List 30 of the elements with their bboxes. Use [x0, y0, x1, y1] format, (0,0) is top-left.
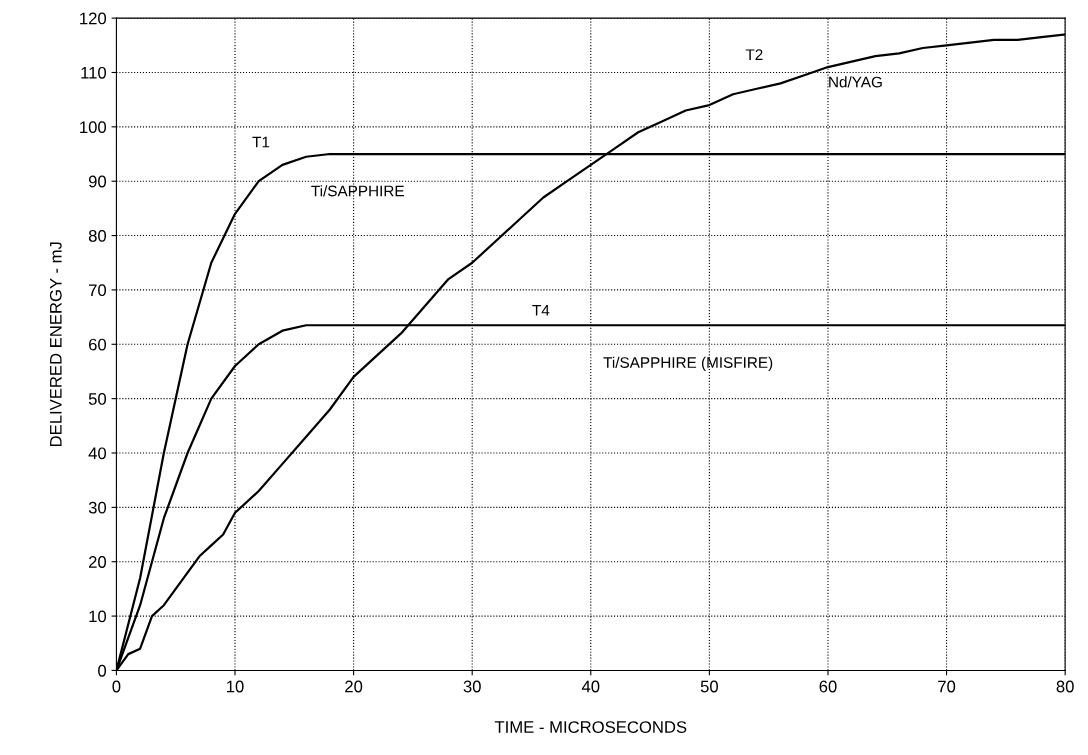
- annotation: T4: [532, 305, 550, 316]
- annotation: T1: [252, 136, 270, 148]
- y-tick-label: 70: [89, 284, 107, 297]
- x-axis-title: TIME - MICROSECONDS: [494, 721, 687, 733]
- x-tick-label: 10: [227, 680, 244, 693]
- y-tick-label: 20: [89, 556, 107, 568]
- y-tick-label: 30: [88, 501, 107, 514]
- y-tick-label: 60: [89, 338, 107, 351]
- annotation: Nd/YAG: [829, 76, 882, 88]
- y-tick-label: 80: [88, 229, 107, 242]
- x-tick-label: 20: [345, 680, 363, 693]
- y-tick-label: 0: [98, 664, 107, 677]
- y-tick-label: 40: [88, 447, 107, 460]
- annotation: Ti/SAPPHIRE (MISFIRE): [603, 356, 773, 371]
- y-tick-label: 50: [88, 393, 107, 405]
- x-tick-label: 0: [112, 680, 121, 693]
- y-tick-label: 110: [81, 66, 107, 79]
- x-tick-label: 40: [581, 680, 600, 693]
- y-tick-label: 100: [80, 121, 107, 134]
- y-tick-label: 90: [88, 175, 107, 188]
- y-axis-title: DELIVERED ENERGY - mJ: [49, 242, 62, 447]
- x-tick-label: 30: [463, 680, 481, 693]
- y-tick-label: 120: [80, 12, 107, 25]
- annotation: T2: [745, 49, 763, 60]
- x-tick-label: 80: [1056, 680, 1074, 693]
- x-tick-label: 50: [700, 680, 718, 693]
- annotation: Ti/SAPPHIRE: [311, 185, 404, 197]
- x-tick-label: 70: [938, 680, 956, 693]
- x-tick-label: 60: [819, 680, 837, 693]
- y-tick-label: 10: [89, 610, 107, 623]
